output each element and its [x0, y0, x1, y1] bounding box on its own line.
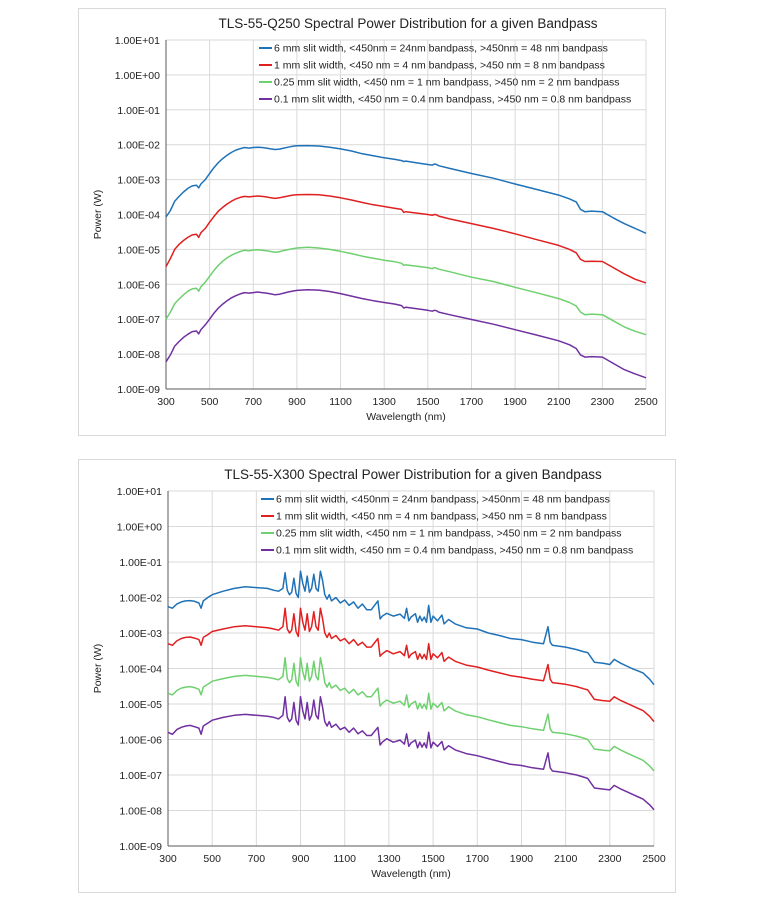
- series-line-red: [167, 607, 655, 723]
- legend-label: 0.25 mm slit width, <450 nm = 1 nm bandp…: [276, 528, 622, 540]
- y-tick-label: 1.00E-04: [117, 210, 160, 222]
- y-tick-label: 1.00E+00: [117, 522, 162, 534]
- legend-label: 6 mm slit width, <450nm = 24nm bandpass,…: [276, 494, 610, 506]
- x-tick-label: 1300: [373, 396, 397, 408]
- x-tick-label: 300: [159, 853, 177, 865]
- chart-panel-x300: TLS-55-X300 Spectral Power Distribution …: [78, 459, 676, 893]
- y-tick-label: 1.00E-03: [117, 175, 160, 187]
- y-tick-label: 1.00E+00: [115, 70, 160, 82]
- x-tick-label: 1900: [503, 396, 527, 408]
- x-tick-label: 700: [245, 396, 263, 408]
- series-line-green: [167, 657, 655, 772]
- x-tick-label: 1700: [460, 396, 484, 408]
- legend-label: 1 mm slit width, <450 nm = 4 nm bandpass…: [274, 60, 605, 72]
- x-tick-label: 2300: [598, 853, 622, 865]
- x-tick-label: 2500: [642, 853, 666, 865]
- y-tick-label: 1.00E-05: [117, 244, 160, 256]
- x-tick-label: 2300: [591, 396, 615, 408]
- chart-x300: TLS-55-X300 Spectral Power Distribution …: [92, 467, 666, 880]
- y-tick-label: 1.00E+01: [115, 35, 160, 47]
- y-axis-title: Power (W): [92, 644, 104, 694]
- series-line-blue: [165, 144, 647, 234]
- series-line-blue: [167, 570, 655, 686]
- chart-q250: TLS-55-Q250 Spectral Power Distribution …: [92, 16, 658, 423]
- y-tick-label: 1.00E-08: [119, 806, 162, 818]
- x-axis-title: Wavelength (nm): [371, 868, 451, 880]
- series-line-green: [165, 246, 647, 336]
- x-tick-label: 2100: [554, 853, 578, 865]
- series-line-purple: [167, 696, 655, 811]
- chart-title: TLS-55-X300 Spectral Power Distribution …: [224, 467, 602, 482]
- x-tick-label: 1700: [466, 853, 490, 865]
- series-line-red: [165, 193, 647, 284]
- legend-label: 1 mm slit width, <450 nm = 4 nm bandpass…: [276, 511, 607, 523]
- series-line-purple: [165, 288, 647, 379]
- legend-label: 0.1 mm slit width, <450 nm = 0.4 nm band…: [276, 545, 633, 557]
- x-tick-label: 2100: [547, 396, 571, 408]
- y-tick-label: 1.00E-09: [117, 384, 160, 396]
- x-tick-label: 900: [292, 853, 310, 865]
- x-tick-label: 1900: [510, 853, 534, 865]
- y-tick-label: 1.00E-01: [117, 105, 160, 117]
- x-tick-label: 1100: [333, 853, 356, 865]
- y-tick-label: 1.00E-05: [119, 699, 162, 711]
- y-tick-label: 1.00E-01: [119, 557, 162, 569]
- x-tick-label: 2500: [634, 396, 658, 408]
- y-axis-title: Power (W): [92, 190, 104, 240]
- legend-label: 0.1 mm slit width, <450 nm = 0.4 nm band…: [274, 94, 631, 106]
- y-tick-label: 1.00E-09: [119, 841, 162, 853]
- y-tick-label: 1.00E-02: [117, 140, 160, 152]
- chart-title: TLS-55-Q250 Spectral Power Distribution …: [219, 16, 598, 31]
- y-tick-label: 1.00E-07: [117, 314, 160, 326]
- legend-label: 6 mm slit width, <450nm = 24nm bandpass,…: [274, 43, 608, 55]
- y-tick-label: 1.00E-03: [119, 628, 162, 640]
- x-tick-label: 1100: [329, 396, 352, 408]
- y-tick-label: 1.00E-07: [119, 770, 162, 782]
- x-tick-label: 1500: [416, 396, 440, 408]
- x-tick-label: 700: [248, 853, 266, 865]
- x-axis-title: Wavelength (nm): [366, 411, 446, 423]
- x-tick-label: 1500: [421, 853, 445, 865]
- x-tick-label: 500: [201, 396, 219, 408]
- y-tick-label: 1.00E+01: [117, 486, 162, 498]
- chart-panel-q250: TLS-55-Q250 Spectral Power Distribution …: [78, 8, 666, 436]
- legend-label: 0.25 mm slit width, <450 nm = 1 nm bandp…: [274, 77, 620, 89]
- y-tick-label: 1.00E-08: [117, 349, 160, 361]
- y-tick-label: 1.00E-06: [119, 735, 162, 747]
- y-tick-label: 1.00E-06: [117, 279, 160, 291]
- x-tick-label: 900: [288, 396, 306, 408]
- y-tick-label: 1.00E-04: [119, 664, 162, 676]
- y-tick-label: 1.00E-02: [119, 593, 162, 605]
- x-tick-label: 300: [157, 396, 175, 408]
- x-tick-label: 1300: [377, 853, 401, 865]
- x-tick-label: 500: [203, 853, 221, 865]
